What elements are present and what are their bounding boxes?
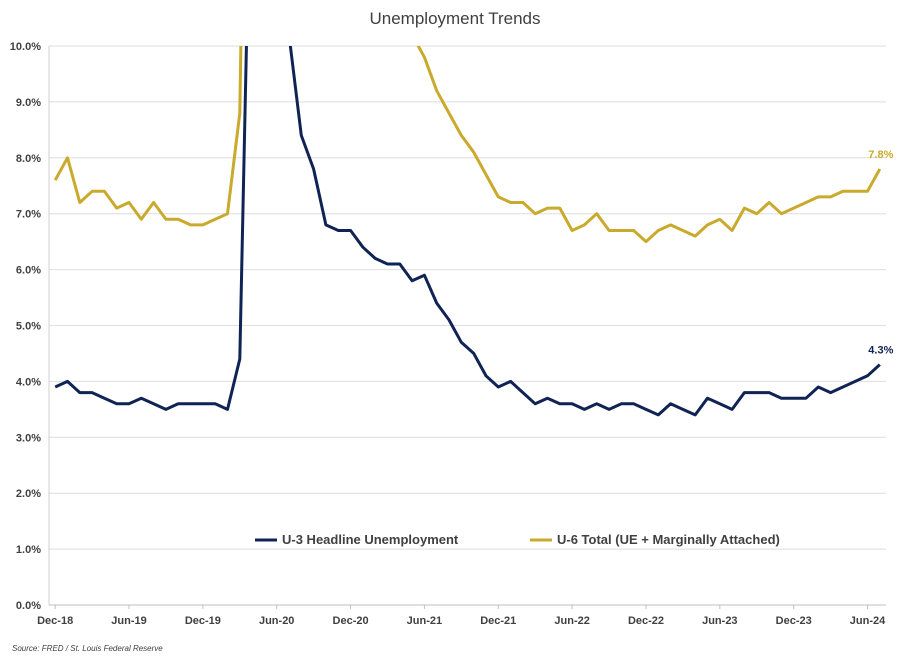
x-tick-label: Jun-21 — [407, 615, 442, 627]
x-axis: Dec-18 Jun-19 Dec-19 Jun-20 Dec-20 Jun-21 Dec-… — [37, 46, 886, 627]
y-tick-label: 9.0% — [16, 97, 41, 109]
y-tick-label: 4.0% — [16, 376, 41, 388]
y-tick-label: 7.0% — [16, 209, 41, 221]
x-tick-label: Dec-20 — [333, 615, 369, 627]
x-tick-label: Jun-23 — [702, 615, 737, 627]
x-tick-label: Dec-19 — [185, 615, 221, 627]
x-tick-label: Dec-23 — [776, 615, 812, 627]
gridlines — [49, 45, 886, 550]
y-axis: 0.0% 1.0% 2.0% 3.0% 4.0% 5.0% 6.0% 7.0% 8.0% 9.0%… — [10, 41, 41, 612]
x-tick-label: Dec-22 — [628, 615, 664, 627]
y-tick-label: 5.0% — [16, 321, 41, 333]
y-tick-label: 6.0% — [16, 265, 41, 277]
source-note: Source: FRED / St. Louis Federal Reserve — [12, 644, 163, 653]
legend-label-u6: U-6 Total (UE + Marginally Attached) — [557, 532, 780, 547]
x-tick-label: Jun-22 — [554, 615, 589, 627]
series-line-u6 — [53, 46, 882, 244]
x-tick-label: Jun-20 — [259, 615, 294, 627]
y-tick-label: 2.0% — [16, 488, 41, 500]
y-tick-label: 3.0% — [16, 432, 41, 444]
y-tick-label: 1.0% — [16, 544, 41, 556]
x-tick-label: Jun-19 — [111, 615, 146, 627]
series-line-u3 — [54, 46, 881, 417]
y-tick-label: 8.0% — [16, 153, 41, 165]
chart-title: Unemployment Trends — [369, 9, 540, 28]
x-tick-label: Dec-21 — [480, 615, 516, 627]
x-tick-label: Dec-18 — [37, 615, 73, 627]
series-layer — [53, 46, 882, 417]
end-label-u3: 4.3% — [868, 345, 893, 357]
end-labels: 4.3% 7.8% — [868, 149, 893, 357]
legend-label-u3: U-3 Headline Unemployment — [282, 532, 459, 547]
x-tick-label: Jun-24 — [850, 615, 886, 627]
legend: U-3 Headline Unemployment U-6 Total (UE … — [255, 532, 780, 547]
y-tick-label: 0.0% — [16, 600, 41, 612]
y-tick-label: 10.0% — [10, 41, 41, 53]
end-label-u6: 7.8% — [868, 149, 893, 161]
